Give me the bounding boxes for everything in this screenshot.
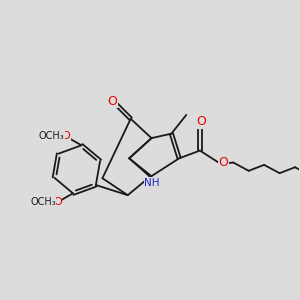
Text: OCH₃: OCH₃ (30, 197, 56, 207)
Text: OCH₃: OCH₃ (39, 131, 64, 141)
Text: O: O (107, 95, 117, 108)
Text: O: O (61, 131, 70, 141)
Text: O: O (196, 115, 206, 128)
Text: O: O (218, 156, 228, 169)
Text: O: O (53, 197, 62, 207)
Text: NH: NH (144, 178, 160, 188)
